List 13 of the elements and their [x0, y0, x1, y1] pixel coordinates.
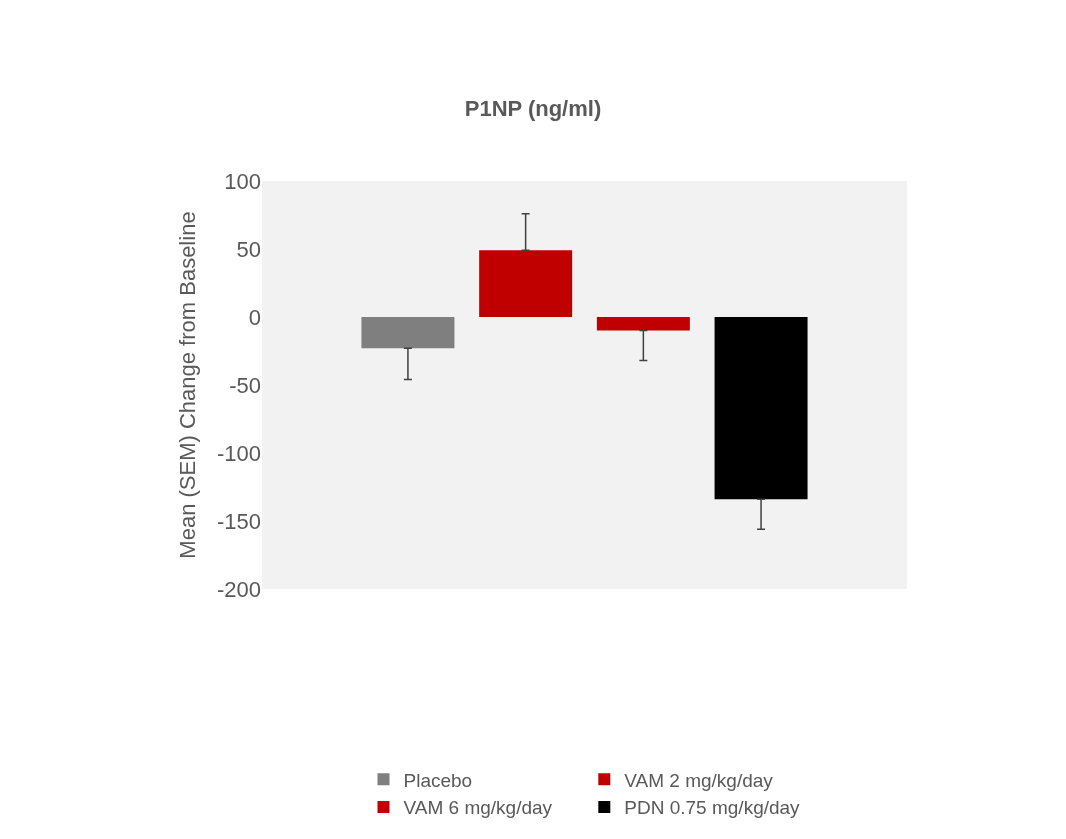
legend-label: VAM 2 mg/kg/day [624, 769, 774, 791]
legend-label: Placebo [403, 769, 473, 791]
chart-title: P1NP (ng/ml) [464, 96, 602, 122]
y-axis-title: Mean (SEM) Change from Baseline [174, 211, 200, 559]
y-tick-label: -150 [216, 508, 261, 534]
y-tick-label: -100 [216, 440, 261, 466]
legend-label: PDN 0.75 mg/kg/day [624, 797, 801, 819]
y-tick-label: 100 [224, 168, 261, 194]
y-tick-label: -200 [216, 576, 261, 602]
y-tick-label: -50 [229, 372, 261, 398]
y-tick-label: 0 [248, 304, 261, 330]
legend-label: VAM 6 mg/kg/day [403, 797, 553, 819]
y-tick-label: 50 [236, 236, 261, 262]
